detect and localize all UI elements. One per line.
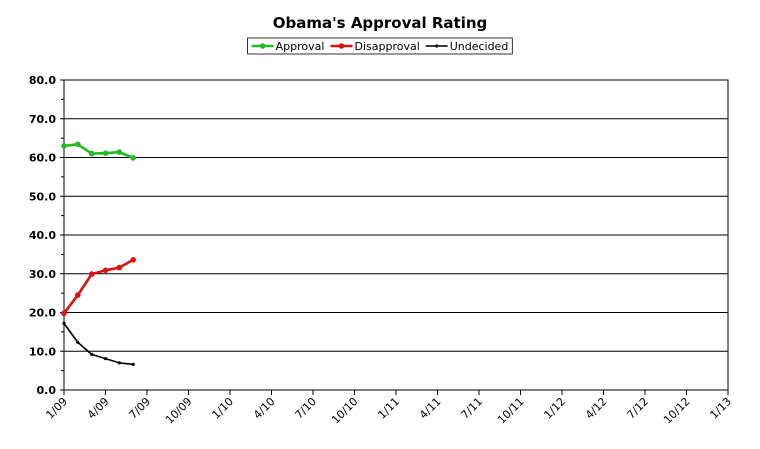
y-tick-label: 80.0 [29,74,56,87]
data-point-approval [88,150,95,157]
y-axis: 0.0 10.0 20.0 30.0 40.0 50.0 60.0 70.0 80.0 [29,74,64,397]
x-tick-label: 1/09 [43,395,70,422]
data-point-approval [102,150,109,156]
legend-marker-undecided [435,44,439,48]
x-tick-label: 4/09 [85,395,112,422]
legend-item-disapproval: Disapproval [330,40,420,53]
y-tick-label: 60.0 [29,152,56,165]
legend: Approval Disapproval Undecided [247,37,513,55]
series-line-undecided [63,322,134,366]
legend-marker-approval [259,43,266,49]
legend-item-approval: Approval [251,40,325,53]
legend-marker-disapproval [338,43,345,49]
data-point-undecided [117,361,121,365]
series-line-approval [63,142,134,160]
x-tick-label: 10/11 [495,395,527,427]
x-tick-label: 7/09 [126,395,153,422]
x-tick-label: 4/10 [251,395,278,422]
data-point-approval [116,149,123,155]
legend-label-disapproval: Disapproval [355,40,420,53]
data-point-approval [61,143,67,149]
x-tick-label: 1/10 [209,395,236,422]
x-tick-label: 10/09 [163,395,195,427]
x-tick-label: 10/10 [329,395,361,427]
series-group [61,141,136,366]
y-tick-label: 50.0 [29,190,56,203]
y-tick-label: 20.0 [29,307,56,320]
data-point-undecided [103,357,108,361]
legend-label-approval: Approval [276,40,325,53]
gridlines [64,118,728,352]
y-tick-label: 0.0 [37,384,57,397]
x-tick-label: 4/12 [583,395,610,422]
x-tick-label: 1/13 [707,395,734,422]
x-axis: 1/09 4/09 7/09 10/09 1/10 4/10 7/10 10/10 1/11 4/… [43,390,734,427]
y-tick-label: 40.0 [29,229,56,242]
legend-label-undecided: Undecided [450,40,509,53]
x-tick-label: 7/12 [624,395,651,422]
data-point-approval [75,141,81,148]
data-point-undecided [90,352,94,356]
data-point-undecided [131,362,135,366]
chart-title: Obama's Approval Rating [273,14,488,32]
data-point-disapproval [75,292,81,298]
legend-box [247,37,513,55]
data-point-approval [130,155,136,161]
data-point-undecided [62,321,66,325]
x-tick-label: 1/11 [375,395,402,422]
y-tick-label: 10.0 [29,345,56,358]
legend-item-undecided: Undecided [425,40,509,53]
data-point-disapproval [61,310,67,317]
x-tick-label: 4/11 [417,395,444,422]
series-line-disapproval [62,258,134,315]
y-tick-label: 70.0 [29,113,56,126]
series-undecided [62,321,135,366]
data-point-disapproval [130,257,136,263]
x-tick-label: 7/11 [458,395,485,422]
x-tick-label: 1/12 [541,395,568,422]
x-tick-label: 10/12 [661,395,693,427]
x-tick-label: 7/10 [292,395,319,422]
y-tick-label: 30.0 [29,268,56,281]
data-point-disapproval [102,267,109,274]
series-disapproval [61,257,136,317]
series-approval [61,141,136,161]
data-point-disapproval [116,264,123,271]
data-point-undecided [76,340,80,344]
data-point-disapproval [88,271,95,277]
